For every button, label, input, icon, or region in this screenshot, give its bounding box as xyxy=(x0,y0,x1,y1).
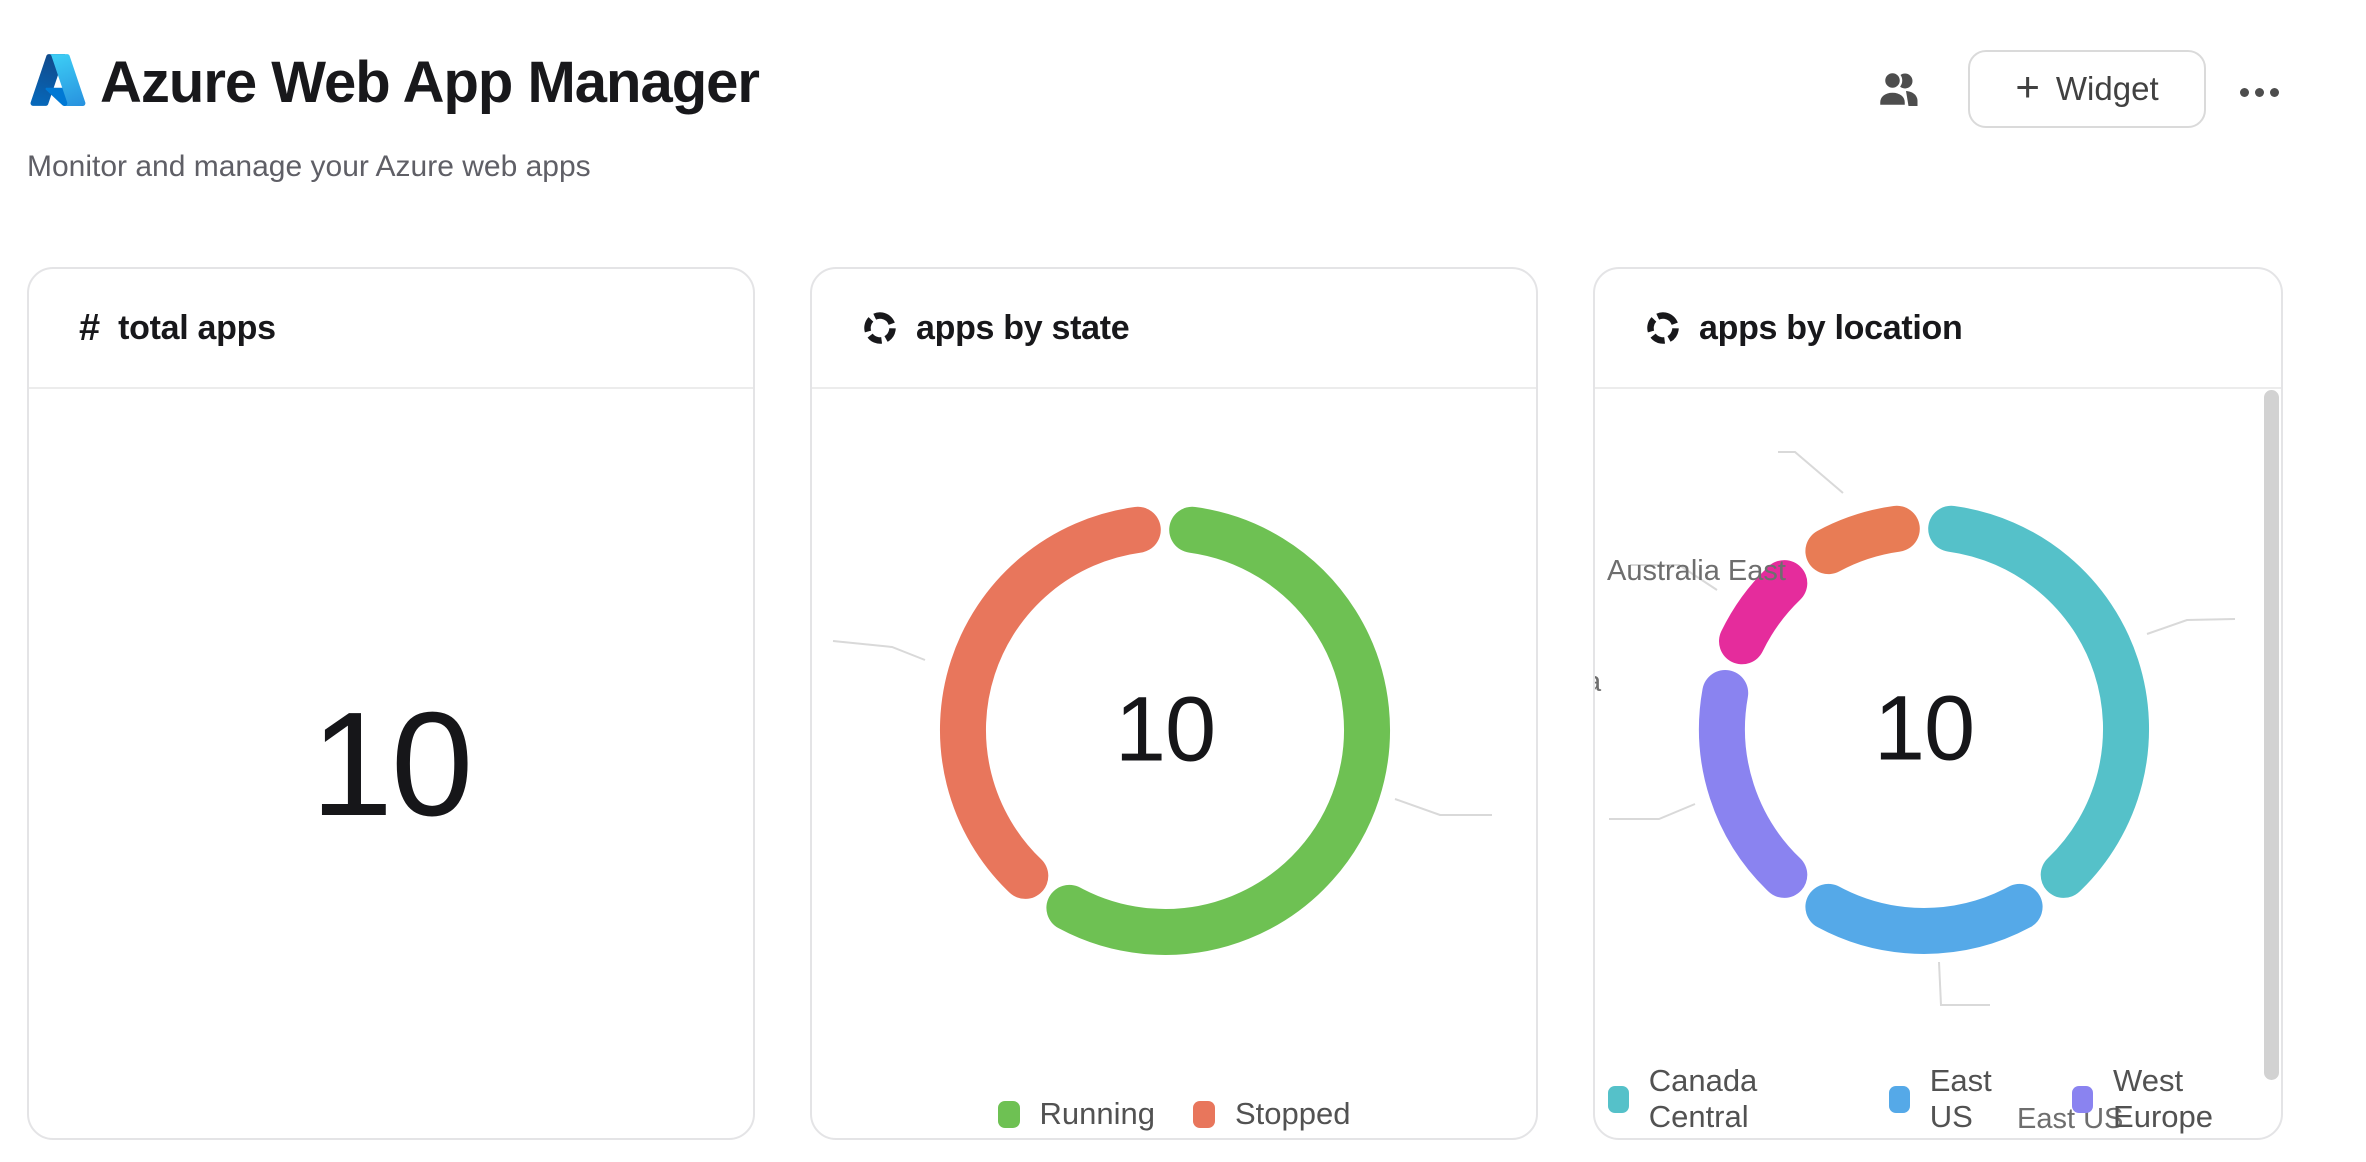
card-header: # total apps xyxy=(29,269,753,389)
callout-label-australia-east: Australia East xyxy=(1607,555,1786,587)
donut-chart-icon xyxy=(864,312,896,344)
apps-by-state-card: apps by state 10 Running Stopped xyxy=(810,267,1538,1140)
leader-line xyxy=(832,640,926,661)
donut-segment-stopped[interactable] xyxy=(939,506,1161,899)
donut-segment-west-europe[interactable] xyxy=(1698,670,1808,898)
azure-logo-icon xyxy=(30,54,86,106)
card-title: apps by state xyxy=(916,308,1130,347)
legend-label: East US xyxy=(1929,1063,1992,1134)
legend-swatch xyxy=(2072,1085,2094,1113)
chart-legend: Canada Central East US West Europe xyxy=(1595,1063,2281,1135)
add-widget-button[interactable]: + Widget xyxy=(1968,50,2206,128)
donut-segment-running[interactable] xyxy=(1046,506,1390,955)
chart-legend: Running Stopped xyxy=(812,1096,1536,1132)
legend-swatch xyxy=(1889,1085,1910,1113)
card-header: apps by state xyxy=(812,269,1536,389)
page-subtitle: Monitor and manage your Azure web apps xyxy=(27,150,591,183)
donut-chart-icon xyxy=(1647,312,1679,344)
legend-swatch xyxy=(1608,1085,1629,1113)
page-title: Azure Web App Manager xyxy=(100,50,760,115)
legend-swatch xyxy=(997,1100,1020,1128)
card-body: 10 Australia East a East US Canada Centr… xyxy=(1595,389,2281,1138)
apps-by-location-card: apps by location 10 Australia East a Eas… xyxy=(1593,267,2283,1140)
donut-segment-a[interactable] xyxy=(1719,560,1808,665)
total-apps-value: 10 xyxy=(310,681,474,847)
more-options-icon[interactable] xyxy=(2240,88,2279,97)
card-body: 10 Running Stopped xyxy=(812,389,1536,1138)
hash-icon: # xyxy=(79,307,101,349)
donut-segment-canada-central[interactable] xyxy=(1928,505,2150,898)
legend-swatch xyxy=(1192,1100,1215,1128)
plus-icon: + xyxy=(2015,63,2040,110)
card-header: apps by location xyxy=(1595,269,2281,389)
legend-label: Stopped xyxy=(1234,1096,1351,1131)
card-scrollbar[interactable] xyxy=(2264,390,2279,1080)
legend-item-west-europe[interactable]: West Europe xyxy=(2072,1063,2281,1135)
apps-by-location-donut-chart[interactable] xyxy=(1674,479,2174,979)
add-widget-label: Widget xyxy=(2055,70,2159,107)
donut-center-value: 10 xyxy=(1114,678,1216,781)
callout-label-east-us: East US xyxy=(2017,1103,2124,1135)
legend-label: West Europe xyxy=(2113,1063,2213,1134)
apps-by-state-donut-chart[interactable] xyxy=(915,480,1415,980)
donut-center-value: 10 xyxy=(1873,677,1975,780)
legend-label: Canada Central xyxy=(1648,1063,1758,1134)
callout-label-clipped: a xyxy=(1595,665,1601,700)
donut-segment-east-us[interactable] xyxy=(1805,883,2043,954)
total-apps-card: # total apps 10 xyxy=(27,267,755,1140)
card-body: 10 xyxy=(29,389,753,1138)
donut-segment-australia-east[interactable] xyxy=(1805,505,1920,575)
legend-item-canada-central[interactable]: Canada Central xyxy=(1608,1063,1853,1135)
card-title: apps by location xyxy=(1699,308,1963,347)
people-icon[interactable] xyxy=(1876,70,1922,108)
legend-item-east-us[interactable]: East US xyxy=(1889,1063,2036,1135)
legend-label: Running xyxy=(1039,1096,1155,1131)
card-title: total apps xyxy=(118,308,276,347)
legend-item-stopped[interactable]: Stopped xyxy=(1192,1096,1351,1132)
legend-item-running[interactable]: Running xyxy=(997,1096,1155,1132)
